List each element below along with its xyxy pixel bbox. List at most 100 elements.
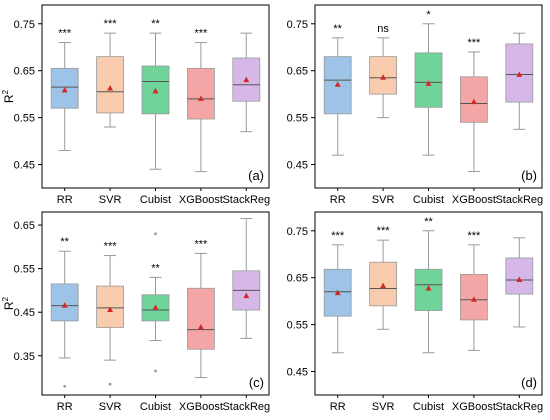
significance-label: ** [60,236,69,248]
significance-label: *** [104,241,118,253]
box-stackreg [232,32,261,133]
y-tick-label: 0.65 [287,66,308,78]
box-xgboost: *** [186,238,215,379]
mean-marker [61,302,68,308]
mean-marker [107,306,114,313]
box-cubist: ** [414,216,443,354]
y-tick-label: 0.75 [287,19,308,31]
x-tick-label: RR [57,401,73,413]
x-tick-label: Cubist [140,401,171,413]
significance-label: ** [424,216,433,228]
mean-marker [197,95,204,101]
mean-marker [470,296,477,302]
significance-label: * [426,9,431,21]
box-stackreg [505,32,534,130]
box-svr: ns [369,23,398,119]
panel-label: (b) [521,168,537,183]
significance-label: *** [194,238,208,250]
significance-label: ** [333,23,342,35]
x-tick-label: XGBoost [452,401,496,413]
x-tick-label: Cubist [140,194,171,206]
x-tick-label: XGBoost [179,194,223,206]
mean-marker [516,276,523,283]
significance-label: *** [104,18,118,30]
mean-marker [243,292,250,299]
mean-marker [516,71,523,77]
mean-marker [107,85,114,91]
mean-marker [243,76,250,83]
x-tick-label: SVR [372,194,395,206]
box-rr: *** [50,28,79,151]
box-svr: *** [96,241,124,386]
mean-marker [61,86,68,93]
y-axis-label-superscript: 2 [1,296,10,301]
x-tick-label: RR [330,194,346,206]
x-tick-label: StackReg [222,401,270,413]
y-tick-label: 0.65 [287,273,308,285]
outlier-point [154,369,157,373]
x-tick-label: StackReg [495,401,543,413]
y-axis-label: R2 [1,296,16,310]
box-rr: ** [323,23,352,156]
panel-2: 0.45 0.55 0.65 0.75 ** RR ns SVR * Cubist *** XGBoo… [287,4,543,206]
outlier-point [154,232,157,236]
mean-marker [152,304,159,310]
outlier-point [108,382,112,386]
y-tick-label: 0.45 [14,307,35,319]
panel-4: 0.45 0.55 0.65 0.75 *** RR *** SVR ** Cubist *** XG… [287,211,543,413]
significance-label: ns [377,23,389,35]
significance-label: *** [331,230,345,242]
mean-marker [334,289,341,296]
x-tick-label: StackReg [495,194,543,206]
x-tick-label: RR [330,401,346,413]
significance-label: *** [467,37,481,49]
y-tick-label: 0.55 [14,113,35,125]
box-cubist: ** [141,18,170,170]
panel-1: 0.45 0.55 0.65 0.75 R2 *** RR *** SVR ** Cubist ***… [1,4,270,206]
box-xgboost: *** [459,37,488,173]
box-xgboost: *** [459,230,488,351]
mean-marker [334,81,341,87]
mean-marker [470,98,477,105]
y-axis-label-superscript: 2 [1,89,10,94]
mean-marker [380,74,387,80]
mean-marker [152,87,159,94]
box-cubist: * [414,9,443,156]
panel-label: (d) [521,375,537,390]
box-stackreg [505,237,534,328]
box-iqr [186,287,215,350]
y-tick-label: 0.65 [14,220,35,232]
box-stackreg [232,218,261,339]
x-tick-label: RR [57,194,73,206]
x-tick-label: XGBoost [179,401,223,413]
outlier-point [63,384,67,388]
box-rr: ** [50,236,79,388]
significance-label: *** [377,225,391,237]
box-iqr [96,56,124,114]
mean-marker [380,282,387,289]
y-tick-label: 0.55 [287,113,308,125]
panel-label: (c) [249,375,264,390]
x-tick-label: Cubist [413,194,444,206]
x-tick-label: XGBoost [452,194,496,206]
y-tick-label: 0.35 [14,351,35,363]
significance-label: *** [194,28,208,40]
significance-label: *** [58,28,72,40]
box-iqr [414,52,443,108]
box-iqr [186,67,215,120]
y-tick-label: 0.65 [14,66,35,78]
y-tick-label: 0.75 [14,19,35,31]
mean-marker [197,323,204,330]
y-tick-label: 0.45 [14,160,35,172]
box-iqr [505,257,534,295]
significance-label: ** [151,18,160,30]
box-cubist: ** [141,232,170,373]
y-tick-label: 0.55 [287,320,308,332]
panel-3: 0.35 0.45 0.55 0.65 R2 ** RR *** SVR ** Cubist *** X… [1,211,270,413]
mean-marker [425,284,432,291]
y-tick-label: 0.45 [287,367,308,379]
y-tick-label: 0.55 [14,264,35,276]
x-tick-label: Cubist [413,401,444,413]
